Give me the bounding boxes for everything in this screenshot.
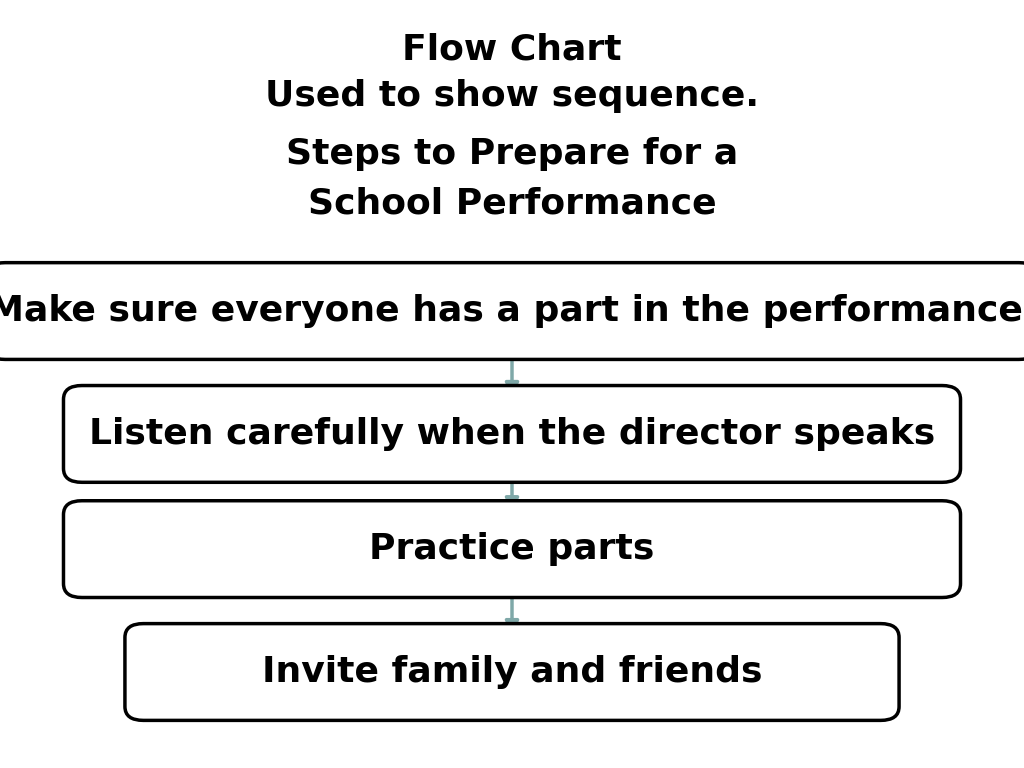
Text: Used to show sequence.: Used to show sequence. xyxy=(265,79,759,113)
FancyBboxPatch shape xyxy=(63,386,961,482)
FancyBboxPatch shape xyxy=(125,624,899,720)
FancyBboxPatch shape xyxy=(0,263,1024,359)
Text: Invite family and friends: Invite family and friends xyxy=(262,655,762,689)
FancyBboxPatch shape xyxy=(63,501,961,598)
Text: Make sure everyone has a part in the performance.: Make sure everyone has a part in the per… xyxy=(0,294,1024,328)
Text: School Performance: School Performance xyxy=(307,187,717,220)
Text: Practice parts: Practice parts xyxy=(370,532,654,566)
Text: Listen carefully when the director speaks: Listen carefully when the director speak… xyxy=(89,417,935,451)
Text: Flow Chart: Flow Chart xyxy=(402,33,622,67)
Text: Steps to Prepare for a: Steps to Prepare for a xyxy=(286,137,738,170)
